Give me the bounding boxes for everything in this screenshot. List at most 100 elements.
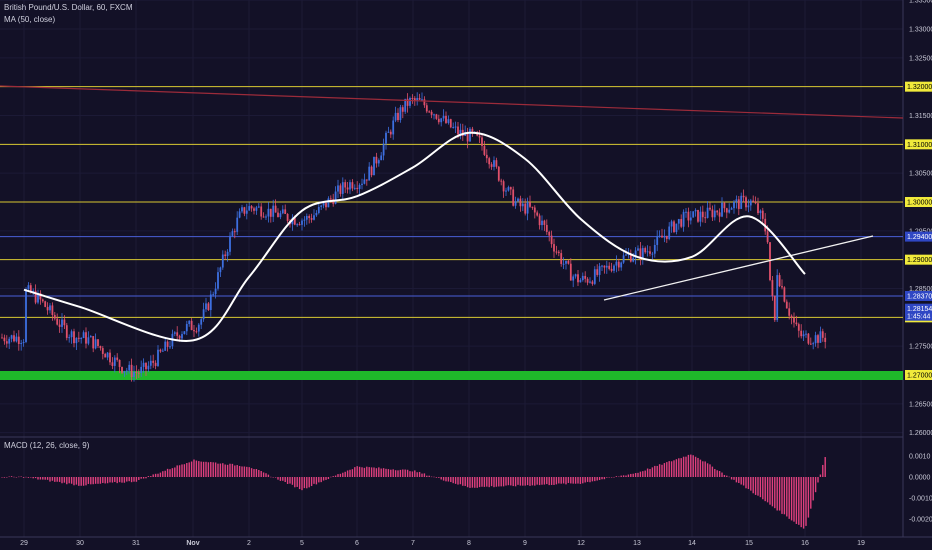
candle-body — [337, 185, 339, 192]
candle-body — [651, 253, 654, 255]
horizontal-levels — [0, 86, 903, 380]
macd-bar — [368, 467, 370, 477]
macd-bar — [819, 474, 822, 477]
macd-bar — [15, 477, 18, 478]
candle-body — [389, 131, 392, 135]
macd-bar — [454, 477, 457, 484]
macd-bar — [490, 477, 493, 487]
macd-bar — [805, 477, 807, 526]
candle-body — [308, 216, 311, 219]
macd-bar — [474, 477, 476, 488]
candle-body — [584, 275, 587, 279]
macd-bar — [385, 468, 387, 477]
level-tag-label: 1.27000 — [907, 373, 932, 380]
macd-bar — [762, 477, 764, 500]
candle-body — [692, 211, 695, 218]
macd-bar — [433, 476, 435, 478]
candle-body — [310, 218, 313, 220]
macd-bar — [337, 474, 339, 477]
candle-body — [733, 201, 735, 209]
candle-body — [509, 187, 512, 190]
candle-body — [605, 265, 608, 268]
candle-body — [560, 253, 563, 264]
macd-bar — [639, 471, 642, 477]
candle-body — [519, 198, 522, 207]
macd-bar — [214, 462, 217, 477]
macd-bar — [733, 477, 735, 480]
macd-bar — [147, 476, 150, 477]
candle-body — [219, 267, 222, 273]
macd-bar — [390, 469, 392, 477]
macd-bar — [207, 462, 210, 477]
macd-bar — [363, 467, 366, 477]
price-axis[interactable]: 1.260001.265001.270001.275001.280001.285… — [905, 0, 932, 524]
macd-bar — [82, 477, 85, 486]
macd-bar — [373, 467, 375, 477]
macd-bar — [505, 477, 507, 486]
candle-body — [133, 372, 135, 377]
macd-bar — [277, 477, 279, 480]
macd-bar — [687, 454, 690, 477]
macd-bar — [106, 477, 109, 484]
candle-body — [572, 276, 575, 281]
price-tick-label: 1.33500 — [909, 0, 932, 5]
candle-body — [497, 166, 500, 181]
candle-body — [421, 99, 423, 101]
candle-body — [752, 200, 755, 202]
macd-bar — [591, 477, 594, 482]
macd-bar — [387, 469, 390, 477]
candle-body — [63, 319, 66, 326]
candle-body — [553, 244, 555, 252]
macd-bar — [382, 468, 385, 477]
candle-body — [639, 248, 642, 260]
candle-body — [536, 212, 539, 216]
candle-body — [313, 215, 315, 220]
macd-bar — [699, 459, 702, 477]
macd-bar — [13, 476, 15, 478]
candle-body — [543, 220, 546, 225]
macd-bar — [37, 477, 39, 480]
candle-body — [718, 212, 721, 217]
candle-body — [315, 212, 318, 216]
macd-bar — [721, 472, 723, 477]
macd-bar — [579, 477, 582, 484]
macd-bar — [349, 469, 351, 477]
candle-body — [106, 352, 109, 358]
macd-bar — [346, 470, 349, 477]
macd-bar — [320, 477, 322, 483]
price-tick-label: 1.27500 — [909, 344, 932, 351]
macd-bar — [315, 477, 318, 485]
candle-body — [466, 132, 469, 142]
time-axis[interactable]: 29 30 31 Nov 2 5 6 7 8 9 12 13 14 15 16 19 — [20, 540, 865, 547]
macd-bar — [421, 473, 423, 477]
macd-bar — [445, 477, 447, 482]
candle-body — [176, 332, 179, 336]
candle-body — [557, 251, 560, 254]
candle-body — [157, 349, 159, 366]
candle-body — [656, 236, 659, 245]
candle-body — [116, 357, 119, 360]
candle-body — [188, 320, 191, 325]
macd-bar — [622, 475, 625, 477]
macd-bar — [250, 468, 253, 477]
current-price-timer: 1:45:44 — [907, 314, 930, 321]
candle-body — [73, 331, 75, 344]
candle-body — [25, 289, 27, 342]
macd-bar — [481, 477, 483, 487]
macd-bar — [44, 477, 46, 480]
candle-body — [435, 114, 438, 119]
candle-body — [493, 160, 495, 167]
macd-bar — [286, 477, 289, 484]
candle-body — [113, 357, 116, 366]
candle-body — [814, 335, 817, 344]
macd-bar — [260, 470, 262, 477]
macd-bar — [282, 477, 284, 481]
candle-body — [661, 235, 663, 238]
candle-body — [548, 231, 551, 236]
candle-body — [279, 213, 282, 218]
macd-bar — [498, 477, 500, 487]
candle-body — [687, 211, 690, 221]
candle-body — [425, 105, 428, 112]
candle-body — [152, 360, 155, 363]
candle-body — [776, 275, 779, 321]
